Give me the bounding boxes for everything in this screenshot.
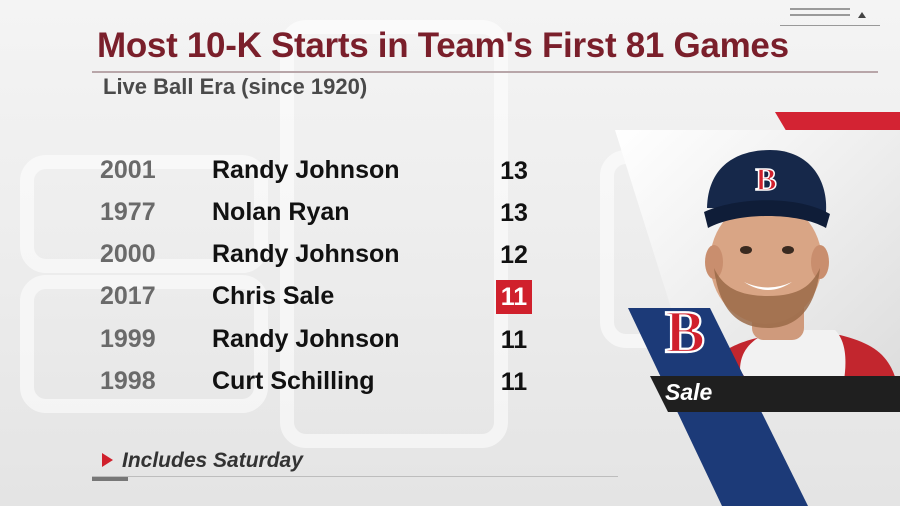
table-row: 1977 Nolan Ryan 13 [100, 198, 560, 232]
row-player: Chris Sale [212, 282, 335, 310]
page-title: Most 10-K Starts in Team's First 81 Game… [97, 26, 789, 65]
row-year: 2000 [100, 240, 156, 268]
table-row: 2017 Chris Sale 11 [100, 280, 560, 316]
menu-lines-icon [790, 8, 850, 22]
row-player: Nolan Ryan [212, 198, 350, 226]
watermark-shape [20, 155, 268, 273]
row-year: 1998 [100, 367, 156, 395]
row-player: Curt Schilling [212, 367, 375, 395]
up-arrow-icon [858, 12, 866, 18]
row-player: Randy Johnson [212, 156, 400, 184]
top-divider [780, 25, 880, 26]
bottom-accent [92, 477, 128, 481]
row-count: 12 [500, 241, 528, 269]
table-row: 2001 Randy Johnson 13 [100, 156, 560, 190]
player-name: Sale [665, 379, 713, 405]
cap-logo: B [755, 161, 776, 197]
row-year: 2001 [100, 156, 156, 184]
footnote-text: Includes Saturday [122, 449, 303, 472]
team-logo-icon: B [665, 299, 705, 365]
player-name-bar: Sale [645, 376, 900, 412]
row-count-highlight: 11 [496, 280, 532, 314]
page-subtitle: Live Ball Era (since 1920) [103, 74, 368, 99]
table-row: 2000 Randy Johnson 12 [100, 240, 560, 274]
row-year: 2017 [100, 282, 156, 310]
red-triangle-bullet-icon [102, 453, 113, 467]
row-year: 1999 [100, 325, 156, 353]
watermark-shape [280, 20, 508, 448]
row-count: 11 [500, 368, 528, 396]
watermark-shape [20, 275, 268, 413]
row-count: 13 [500, 199, 528, 227]
row-count: 11 [500, 326, 528, 354]
table-row: 1998 Curt Schilling 11 [100, 367, 560, 401]
table-row: 1999 Randy Johnson 11 [100, 325, 560, 359]
row-player: Randy Johnson [212, 240, 400, 268]
row-player: Randy Johnson [212, 325, 400, 353]
title-divider [92, 71, 878, 73]
bottom-divider [92, 476, 618, 477]
row-year: 1977 [100, 198, 156, 226]
row-count: 13 [500, 157, 528, 185]
